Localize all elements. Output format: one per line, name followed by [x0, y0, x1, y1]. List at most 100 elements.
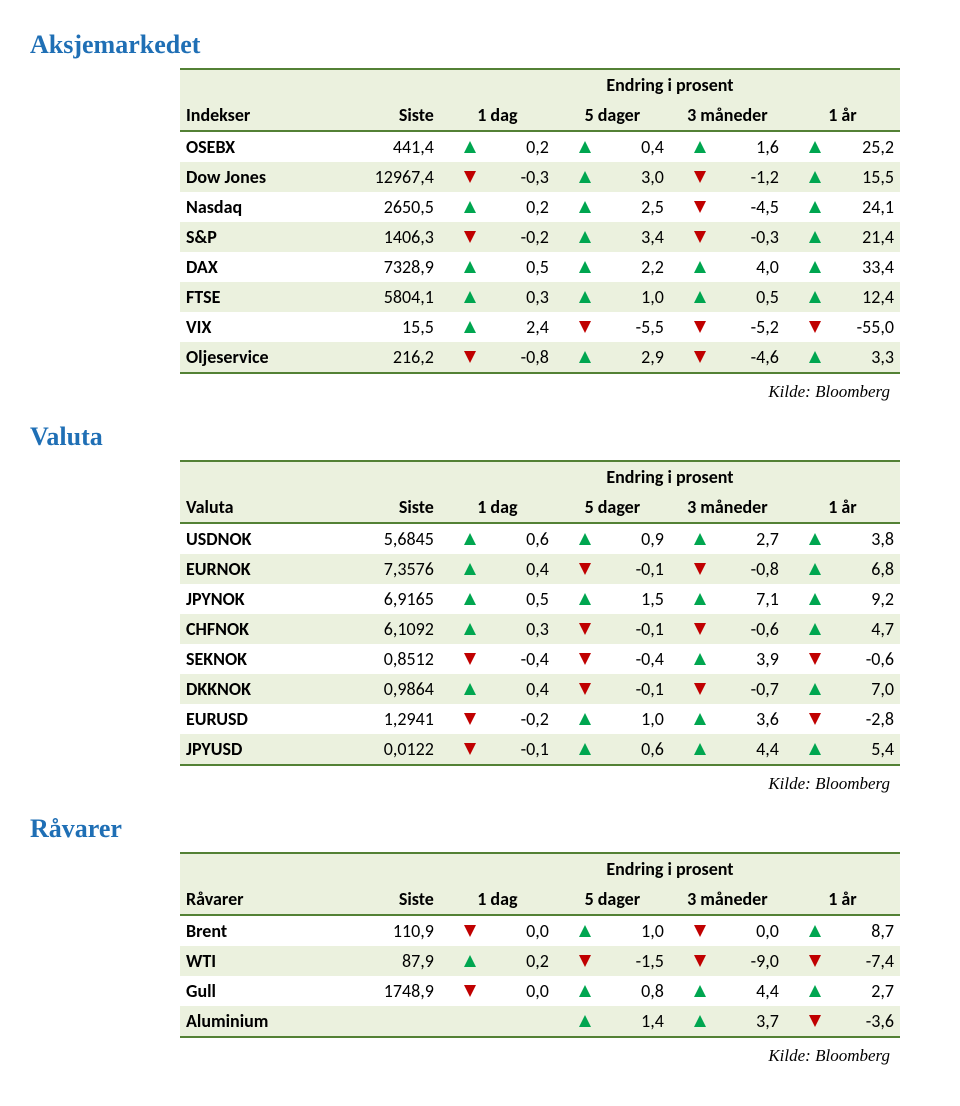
cell-value: 0,5	[708, 282, 785, 312]
col-header-siste: Siste	[331, 492, 440, 523]
row-name: Gull	[180, 976, 331, 1006]
table-row: Brent110,90,01,00,08,7	[180, 915, 900, 946]
cell-value: 3,9	[708, 644, 785, 674]
table-row: FTSE5804,10,31,00,512,4	[180, 282, 900, 312]
cell-value: 2,7	[823, 976, 900, 1006]
table-row: DAX7328,90,52,24,033,4	[180, 252, 900, 282]
data-table: Endring i prosentValutaSiste1 dag5 dager…	[180, 460, 900, 766]
cell-value: 0,0	[478, 976, 555, 1006]
arrow-down-icon	[670, 342, 708, 373]
arrow-up-icon	[555, 704, 593, 734]
arrow-up-icon	[670, 282, 708, 312]
arrow-down-icon	[440, 644, 478, 674]
table-block: Endring i prosentIndekserSiste1 dag5 dag…	[180, 68, 930, 374]
cell-value: 3,0	[593, 162, 670, 192]
arrow-up-icon	[555, 915, 593, 946]
col-header-siste: Siste	[331, 884, 440, 915]
arrow-up-icon	[555, 523, 593, 554]
table-row: OSEBX441,40,20,41,625,2	[180, 131, 900, 162]
arrow-up-icon	[555, 162, 593, 192]
cell-value: 33,4	[823, 252, 900, 282]
row-name: OSEBX	[180, 131, 331, 162]
section-title: Valuta	[30, 422, 930, 452]
cell-value: 25,2	[823, 131, 900, 162]
row-siste: 0,8512	[331, 644, 440, 674]
arrow-up-icon	[670, 252, 708, 282]
cell-value: 1,0	[593, 704, 670, 734]
cell-value: 8,7	[823, 915, 900, 946]
cell-value: 0,6	[593, 734, 670, 765]
cell-value: -4,5	[708, 192, 785, 222]
table-block: Endring i prosentRåvarerSiste1 dag5 dage…	[180, 852, 930, 1038]
cell-value: 0,9	[593, 523, 670, 554]
cell-value: 0,2	[478, 192, 555, 222]
cell-value: -0,2	[478, 222, 555, 252]
cell-value: 2,2	[593, 252, 670, 282]
cell-value: 2,4	[478, 312, 555, 342]
col-header: 3 måneder	[670, 100, 785, 131]
arrow-up-icon	[670, 734, 708, 765]
cell-value: 3,6	[708, 704, 785, 734]
cell-value: -0,3	[478, 162, 555, 192]
cell-value: -0,8	[708, 554, 785, 584]
arrow-up-icon	[555, 976, 593, 1006]
cell-value: 3,3	[823, 342, 900, 373]
source-label: Kilde: Bloomberg	[30, 1046, 890, 1066]
cell-value: 1,4	[593, 1006, 670, 1037]
row-name: WTI	[180, 946, 331, 976]
col-header: 1 år	[785, 884, 900, 915]
arrow-down-icon	[555, 644, 593, 674]
cell-value: -5,2	[708, 312, 785, 342]
arrow-up-icon	[670, 1006, 708, 1037]
arrow-up-icon	[440, 131, 478, 162]
table-row: Aluminium1,43,7-3,6	[180, 1006, 900, 1037]
row-siste: 6,1092	[331, 614, 440, 644]
table-block: Endring i prosentValutaSiste1 dag5 dager…	[180, 460, 930, 766]
row-name: JPYUSD	[180, 734, 331, 765]
arrow-down-icon	[670, 162, 708, 192]
arrow-down-icon	[785, 644, 823, 674]
row-siste: 15,5	[331, 312, 440, 342]
cell-value: -1,2	[708, 162, 785, 192]
arrow-up-icon	[555, 1006, 593, 1037]
row-siste: 87,9	[331, 946, 440, 976]
row-siste: 1748,9	[331, 976, 440, 1006]
col-header-name: Indekser	[180, 100, 331, 131]
arrow-up-icon	[555, 192, 593, 222]
cell-value: 3,4	[593, 222, 670, 252]
arrow-down-icon	[670, 192, 708, 222]
arrow-down-icon	[670, 946, 708, 976]
row-siste: 2650,5	[331, 192, 440, 222]
arrow-down-icon	[440, 162, 478, 192]
arrow-down-icon	[555, 674, 593, 704]
table-row: S&P1406,3-0,23,4-0,321,4	[180, 222, 900, 252]
source-label: Kilde: Bloomberg	[30, 382, 890, 402]
arrow-up-icon	[785, 674, 823, 704]
row-siste: 5804,1	[331, 282, 440, 312]
cell-value: 3,8	[823, 523, 900, 554]
cell-value: -4,6	[708, 342, 785, 373]
cell-value: 1,0	[593, 282, 670, 312]
cell-value: 3,7	[708, 1006, 785, 1037]
arrow-up-icon	[440, 252, 478, 282]
table-row: SEKNOK0,8512-0,4-0,43,9-0,6	[180, 644, 900, 674]
arrow-down-icon	[785, 946, 823, 976]
arrow-down-icon	[555, 554, 593, 584]
col-header-siste: Siste	[331, 100, 440, 131]
row-siste: 0,9864	[331, 674, 440, 704]
cell-value: -5,5	[593, 312, 670, 342]
arrow-up-icon	[555, 282, 593, 312]
cell-value: 0,0	[478, 915, 555, 946]
table-row: EURNOK7,35760,4-0,1-0,86,8	[180, 554, 900, 584]
arrow-down-icon	[440, 976, 478, 1006]
arrow-down-icon	[670, 312, 708, 342]
cell-value: 1,0	[593, 915, 670, 946]
row-siste: 441,4	[331, 131, 440, 162]
table-row: Gull1748,90,00,84,42,7	[180, 976, 900, 1006]
row-name: EURUSD	[180, 704, 331, 734]
arrow-up-icon	[670, 523, 708, 554]
cell-value: 0,5	[478, 252, 555, 282]
arrow-down-icon	[785, 704, 823, 734]
group-header: Endring i prosent	[440, 461, 900, 492]
cell-value: -0,4	[478, 644, 555, 674]
